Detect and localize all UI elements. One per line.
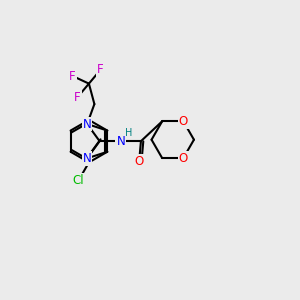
Text: F: F [74,91,81,104]
Text: O: O [179,115,188,128]
Text: F: F [97,63,104,76]
Text: Cl: Cl [73,174,84,187]
Text: H: H [125,128,133,138]
Text: N: N [83,152,92,165]
Text: F: F [69,70,76,83]
Text: O: O [135,155,144,168]
Text: O: O [179,152,188,165]
Text: N: N [83,118,92,130]
Text: N: N [116,135,125,148]
